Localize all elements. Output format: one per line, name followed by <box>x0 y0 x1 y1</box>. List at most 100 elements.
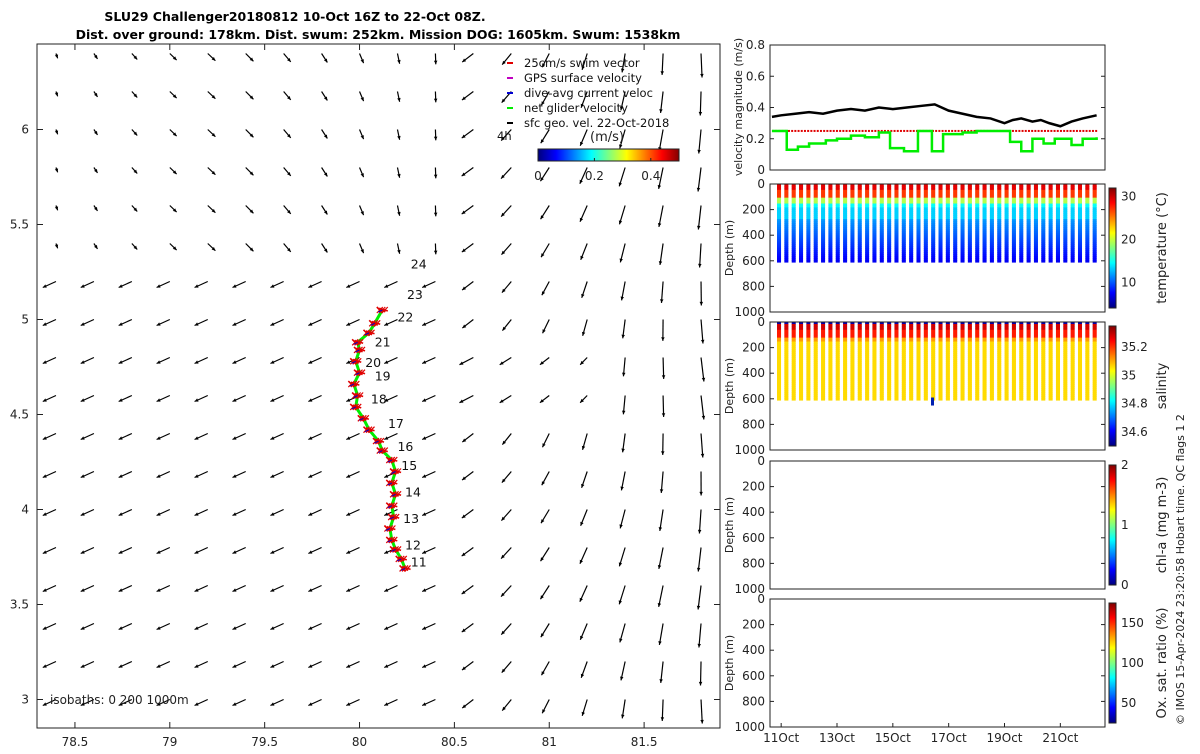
velocity-arrow <box>462 168 474 177</box>
time-x-tick-label: 13Oct <box>819 731 855 745</box>
velocity-arrow <box>459 358 473 365</box>
velocity-arrow <box>462 320 473 329</box>
velocity-arrow <box>246 92 254 100</box>
velocity-arrow <box>43 434 56 440</box>
velocity-arrow <box>55 130 58 135</box>
time-x-tick-label: 17Oct <box>931 731 967 745</box>
velocity-arrow <box>360 130 364 140</box>
velocity-arrow <box>94 92 98 97</box>
velocity-arrow <box>270 510 283 516</box>
velocity-arrow <box>119 358 132 364</box>
velocity-arrow <box>422 472 435 478</box>
time-x-tick-label: 11Oct <box>763 731 799 745</box>
velocity-arrow <box>270 624 283 630</box>
velocity-arrow <box>246 130 254 138</box>
velocity-arrow <box>582 320 587 336</box>
velocity-arrow <box>346 624 359 630</box>
velocity-arrow <box>620 662 625 681</box>
velocity-arrow <box>462 624 474 633</box>
velocity-arrow <box>580 206 587 222</box>
velocity-arrow <box>502 434 511 445</box>
velocity-arrow <box>661 434 664 455</box>
velocity-arrow <box>195 586 208 592</box>
velocity-arrow <box>697 586 701 610</box>
isobaths-label: isobaths: 0 200 1000m <box>50 693 189 707</box>
day-label: 14 <box>405 484 421 499</box>
time-x-tick-label: 15Oct <box>875 731 911 745</box>
salinity-profiles <box>777 322 1099 406</box>
day-label: 21 <box>375 334 391 349</box>
velocity-arrow <box>132 168 137 174</box>
oxygen-colorbar-label: Ox. sat. ratio (%) <box>1155 608 1170 719</box>
velocity-arrow <box>195 472 208 478</box>
velocity-arrow <box>580 586 587 602</box>
day-label: 17 <box>388 416 404 431</box>
velocity-arrow <box>658 624 663 645</box>
velocity-arrow <box>43 510 56 516</box>
oxygen-y-tick-label: 1000 <box>734 720 765 734</box>
velocity-arrow <box>170 206 177 213</box>
velocity-arrow <box>119 624 132 630</box>
velocity-arrow <box>284 92 291 100</box>
velocity-arrow <box>195 662 208 668</box>
velocity-arrow <box>397 168 400 178</box>
day-label: 15 <box>401 458 417 473</box>
velocity-arrow <box>81 548 94 554</box>
velocity-arrow <box>232 662 245 668</box>
velocity-arrow <box>322 92 328 101</box>
velocity-arrow <box>195 510 208 516</box>
velocity-arrow <box>346 472 359 478</box>
velocity-arrow <box>422 700 435 706</box>
velocity-arrow <box>700 700 703 724</box>
velocity-arrow <box>422 624 435 630</box>
velocity-arrow <box>619 206 625 225</box>
velocity-arrow <box>658 548 663 569</box>
velocity-arrow <box>462 586 474 595</box>
velocity-arrow <box>459 396 473 403</box>
legend-label: dive-avg current veloc <box>524 86 653 100</box>
velocity-arrow <box>43 472 56 478</box>
salinity-colorbar-tick: 34.8 <box>1121 397 1148 411</box>
chla-y-tick-label: 800 <box>742 556 765 570</box>
velocity-arrow <box>308 548 321 554</box>
velocity-arrow <box>43 586 56 592</box>
velocity-arrow <box>270 358 283 364</box>
temperature-profiles <box>777 184 1099 263</box>
velocity-arrow <box>270 586 283 592</box>
velocity-arrow <box>170 168 177 175</box>
day-label: 11 <box>411 555 427 570</box>
velocity-arrow <box>620 472 625 491</box>
velocity-arrow <box>701 396 705 420</box>
velocity-arrow <box>232 358 245 364</box>
salinity-y-tick-label: 0 <box>757 315 765 329</box>
salinity-outlier <box>931 398 934 406</box>
oxygen-colorbar-tick: 100 <box>1121 656 1144 670</box>
velocity-arrow <box>284 54 291 62</box>
velocity-arrow <box>658 206 663 227</box>
velocity-arrow <box>422 662 435 668</box>
temperature-ylabel: Depth (m) <box>723 220 736 276</box>
velocity-ylabel: velocity magnitude (m/s) <box>732 38 745 176</box>
temperature-y-tick-label: 200 <box>742 203 765 217</box>
temperature-y-tick-label: 800 <box>742 279 765 293</box>
velocity-arrow <box>170 244 177 251</box>
velocity-arrow <box>397 244 400 254</box>
velocity-arrow <box>701 434 704 458</box>
velocity-panel: 00.20.40.60.8 velocity magnitude (m/s) <box>732 38 1105 177</box>
salinity-colorbar-tick: 35.2 <box>1121 340 1148 354</box>
velocity-arrow <box>384 358 397 364</box>
velocity-arrow <box>502 320 511 331</box>
velocity-arrow <box>541 548 550 562</box>
velocity-arrow <box>700 54 703 78</box>
credit-text: © IMOS 15-Apr-2024 23:20:58 Hobart time.… <box>1174 414 1187 725</box>
oxygen-colorbar-tick: 150 <box>1121 616 1144 630</box>
legend-label: 25cm/s swim vector <box>524 56 640 70</box>
velocity-arrow <box>157 548 170 554</box>
velocity-arrow <box>43 624 56 630</box>
